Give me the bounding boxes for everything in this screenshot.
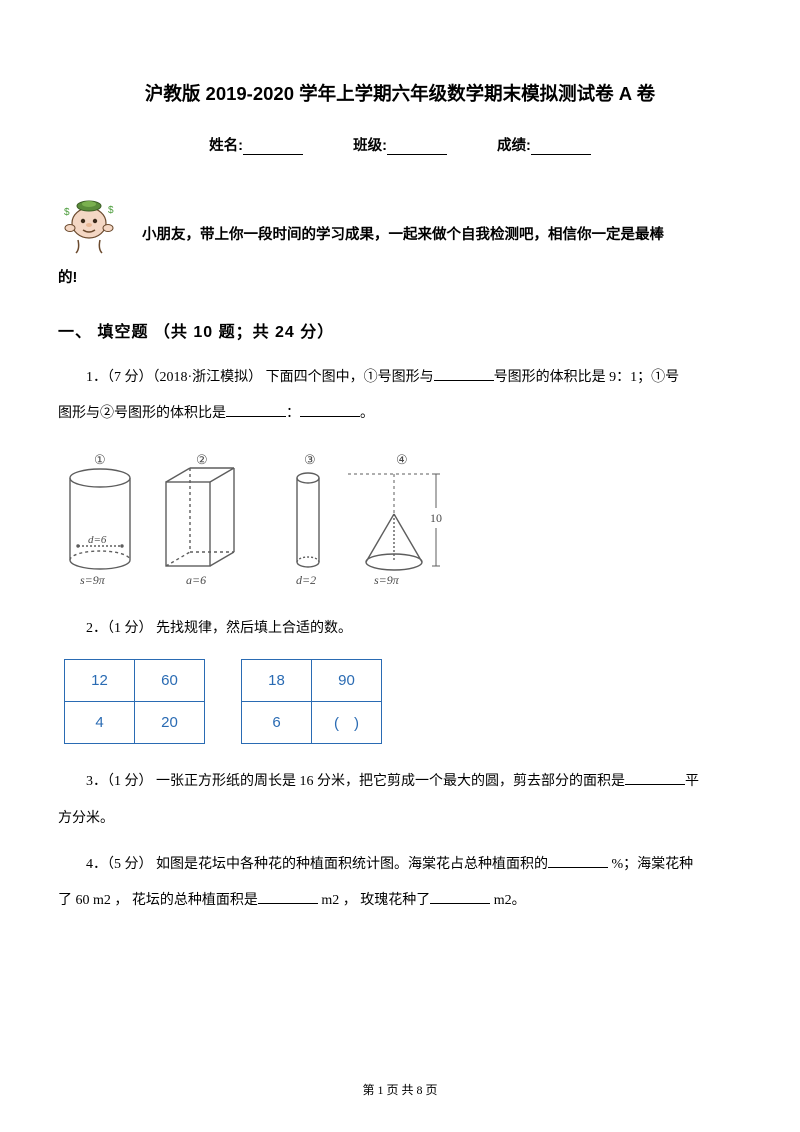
shape-label-1: ① (94, 452, 106, 467)
t2-c: 18 (242, 660, 312, 702)
t2-c: ( ) (312, 702, 382, 744)
question-3: 3．（1 分） 一张正方形纸的周长是 16 分米，把它剪成一个最大的圆，剪去部分… (58, 766, 742, 798)
s3-d: d=2 (296, 573, 316, 587)
name-blank (243, 141, 303, 155)
t2-c: 90 (312, 660, 382, 702)
page-title: 沪教版 2019-2020 学年上学期六年级数学期末模拟测试卷 A 卷 (58, 80, 742, 106)
q1-prefix: 1．（7 分）（2018·浙江模拟） 下面四个图中，①号图形与 (86, 370, 434, 385)
q1-blank3 (300, 403, 360, 417)
table-1: 1260 420 (64, 659, 205, 744)
q3-blank (625, 771, 685, 785)
class-label: 班级: (353, 138, 387, 154)
q3-suffix: 平 (685, 774, 699, 789)
q1-line2c: 。 (360, 406, 374, 421)
name-label: 姓名: (209, 138, 243, 154)
q4-blank3 (430, 890, 490, 904)
q1-colon: ： (286, 406, 300, 421)
section-header: 一、 填空题 （共 10 题；共 24 分） (58, 318, 742, 342)
encourage-text-1: 小朋友，带上你一段时间的学习成果，一起来做个自我检测吧，相信你一定是最棒 (142, 218, 664, 255)
s1-d: d=6 (88, 534, 107, 546)
encourage-text-2: 的! (58, 261, 742, 296)
question-1-line2: 图形与②号图形的体积比是 ： 。 (58, 398, 742, 430)
q4-blank1 (548, 854, 608, 868)
t1-c: 4 (65, 702, 135, 744)
score-blank (531, 141, 591, 155)
table-2: 1890 6( ) (241, 659, 382, 744)
question-4-line2: 了 60 m2 ， 花坛的总种植面积是 m2 ， 玫瑰花种了 m2。 (58, 885, 742, 917)
info-line: 姓名: 班级: 成绩: (58, 134, 742, 155)
question-4: 4．（5 分） 如图是花坛中各种花的种植面积统计图。海棠花占总种植面积的 %；海… (58, 849, 742, 881)
q1-blank1 (434, 367, 494, 381)
score-label: 成绩: (497, 138, 531, 154)
q4-line2a: 了 60 m2 ， 花坛的总种植面积是 (58, 893, 258, 908)
encourage-row: $ $ 小朋友，带上你一段时间的学习成果，一起来做个自我检测吧，相信你一定是最棒 (58, 193, 742, 255)
q4-prefix: 4．（5 分） 如图是花坛中各种花的种植面积统计图。海棠花占总种植面积的 (86, 857, 548, 872)
t1-c: 60 (135, 660, 205, 702)
t2-c: 6 (242, 702, 312, 744)
s4-h: 10 (430, 511, 442, 525)
question-2: 2．（1 分） 先找规律，然后填上合适的数。 (58, 613, 742, 645)
svg-text:$: $ (64, 207, 70, 218)
q1-line2a: 图形与②号图形的体积比是 (58, 406, 226, 421)
q4-mid2: m2 ， 玫瑰花种了 (318, 893, 430, 908)
q3-prefix: 3．（1 分） 一张正方形纸的周长是 16 分米，把它剪成一个最大的圆，剪去部分… (86, 774, 625, 789)
t1-c: 20 (135, 702, 205, 744)
page-footer: 第 1 页 共 8 页 (0, 1081, 800, 1098)
shape-label-2: ② (196, 452, 208, 467)
t1-c: 12 (65, 660, 135, 702)
s2-a: a=6 (186, 573, 206, 587)
shape-label-4: ④ (396, 452, 408, 467)
s4-s: s=9π (374, 573, 400, 587)
s1-s: s=9π (80, 573, 106, 587)
q4-suffix: m2。 (490, 893, 525, 908)
q4-blank2 (258, 890, 318, 904)
q4-mid1: %；海棠花种 (608, 857, 693, 872)
class-blank (387, 141, 447, 155)
question-3-line2: 方分米。 (58, 803, 742, 835)
tables-row: 1260 420 1890 6( ) (58, 659, 742, 744)
question-1: 1．（7 分）（2018·浙江模拟） 下面四个图中，①号图形与 号图形的体积比是 … (58, 362, 742, 394)
svg-text:$: $ (108, 205, 114, 216)
mascot-icon: $ $ (58, 193, 120, 255)
q1-mid: 号图形的体积比是 9：1；①号 (494, 370, 680, 385)
shapes-figure: ① ② ③ ④ d=6 s=9π a=6 d=2 (58, 450, 478, 590)
shape-label-3: ③ (304, 452, 316, 467)
q1-blank2 (226, 403, 286, 417)
